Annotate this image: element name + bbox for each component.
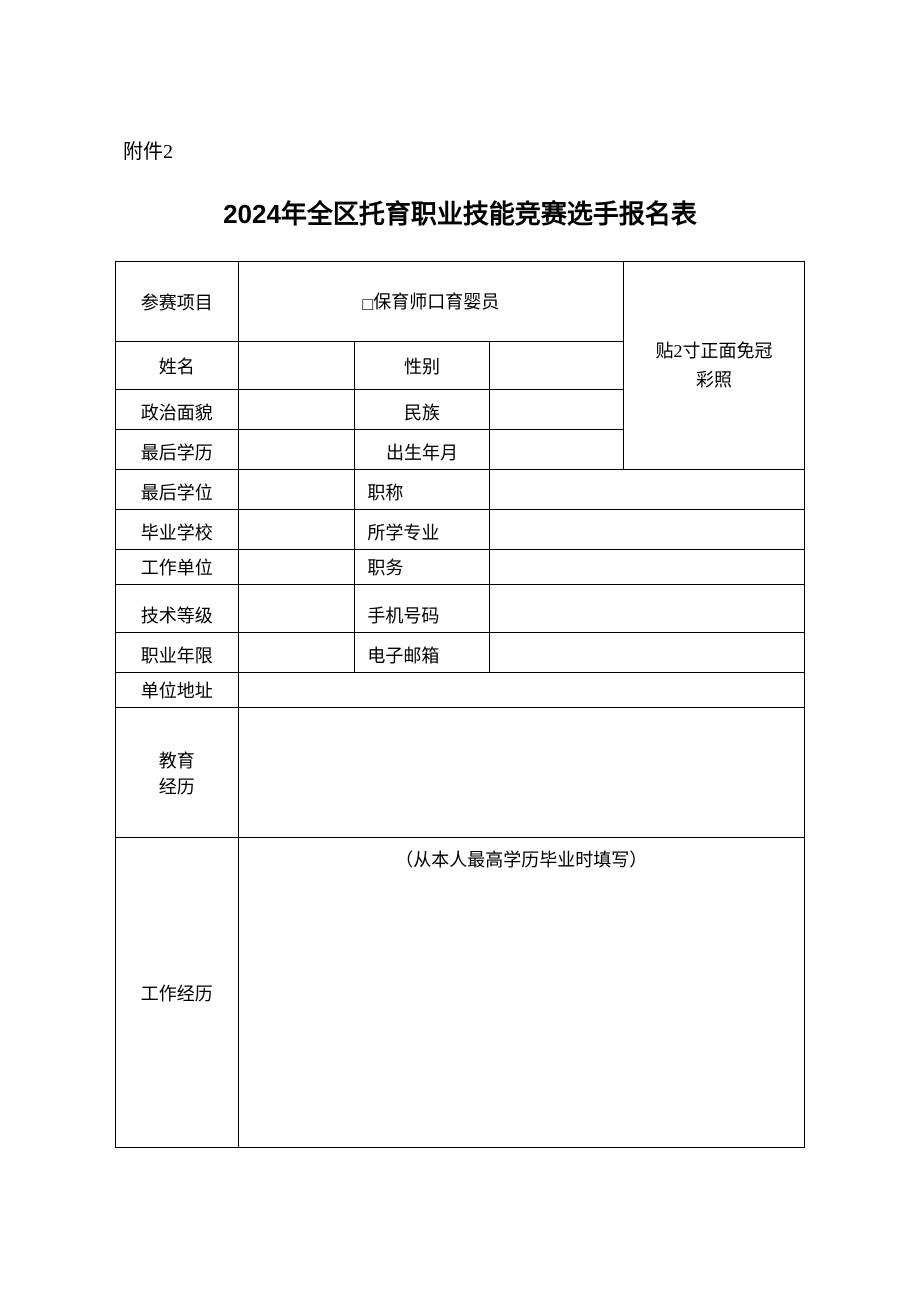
label-email: 电子邮箱	[355, 633, 489, 673]
option-baoyushi: 保育师	[373, 292, 427, 312]
checkbox-icon: □	[362, 294, 373, 315]
row-workplace-position: 工作单位 职务	[116, 550, 805, 585]
label-edu-history: 教育 经历	[116, 708, 239, 838]
label-phone: 手机号码	[355, 585, 489, 633]
label-degree: 最后学位	[116, 470, 239, 510]
value-phone	[489, 585, 804, 633]
row-edu-history: 教育 经历	[116, 708, 805, 838]
row-school-major: 毕业学校 所学专业	[116, 510, 805, 550]
attachment-label: 附件2	[115, 135, 805, 164]
value-tech-level	[238, 585, 355, 633]
label-workplace: 工作单位	[116, 550, 239, 585]
value-gender	[489, 342, 623, 390]
label-address: 单位地址	[116, 673, 239, 708]
value-political	[238, 390, 355, 430]
photo-text-line2: 彩照	[696, 370, 732, 390]
label-political: 政治面貌	[116, 390, 239, 430]
label-ethnicity: 民族	[355, 390, 489, 430]
photo-placeholder: 贴2寸正面免冠 彩照	[623, 262, 804, 470]
row-degree-title: 最后学位 职称	[116, 470, 805, 510]
label-tech-level: 技术等级	[116, 585, 239, 633]
work-history-hint: （从本人最高学历毕业时填写）	[395, 850, 647, 870]
value-major	[489, 510, 804, 550]
registration-table: 参赛项目 □保育师口育婴员 贴2寸正面免冠 彩照 姓名 性别 政治面貌 民族 最…	[115, 261, 805, 1148]
label-major: 所学专业	[355, 510, 489, 550]
value-position	[489, 550, 804, 585]
value-address	[238, 673, 804, 708]
label-birth: 出生年月	[355, 430, 489, 470]
value-degree	[238, 470, 355, 510]
label-title-rank: 职称	[355, 470, 489, 510]
value-education	[238, 430, 355, 470]
option-yuyingyuan: 育婴员	[445, 292, 499, 312]
label-work-history: 工作经历	[116, 838, 239, 1148]
label-education: 最后学历	[116, 430, 239, 470]
label-years: 职业年限	[116, 633, 239, 673]
row-tech-phone: 技术等级 手机号码	[116, 585, 805, 633]
value-ethnicity	[489, 390, 623, 430]
label-name: 姓名	[116, 342, 239, 390]
value-name	[238, 342, 355, 390]
label-school: 毕业学校	[116, 510, 239, 550]
value-work-history: （从本人最高学历毕业时填写）	[238, 838, 804, 1148]
row-years-email: 职业年限 电子邮箱	[116, 633, 805, 673]
value-workplace	[238, 550, 355, 585]
value-edu-history	[238, 708, 804, 838]
photo-text-line1: 贴2寸正面免冠	[655, 341, 772, 361]
value-title-rank	[489, 470, 804, 510]
value-years	[238, 633, 355, 673]
value-competition-item: □保育师口育婴员	[238, 262, 623, 342]
value-email	[489, 633, 804, 673]
value-birth	[489, 430, 623, 470]
page-title: 2024年全区托育职业技能竞赛选手报名表	[115, 194, 805, 231]
row-address: 单位地址	[116, 673, 805, 708]
row-work-history: 工作经历 （从本人最高学历毕业时填写）	[116, 838, 805, 1148]
label-gender: 性别	[355, 342, 489, 390]
checkbox-text-icon: 口	[427, 292, 445, 312]
value-school	[238, 510, 355, 550]
label-position: 职务	[355, 550, 489, 585]
row-competition-item: 参赛项目 □保育师口育婴员 贴2寸正面免冠 彩照	[116, 262, 805, 342]
label-competition-item: 参赛项目	[116, 262, 239, 342]
